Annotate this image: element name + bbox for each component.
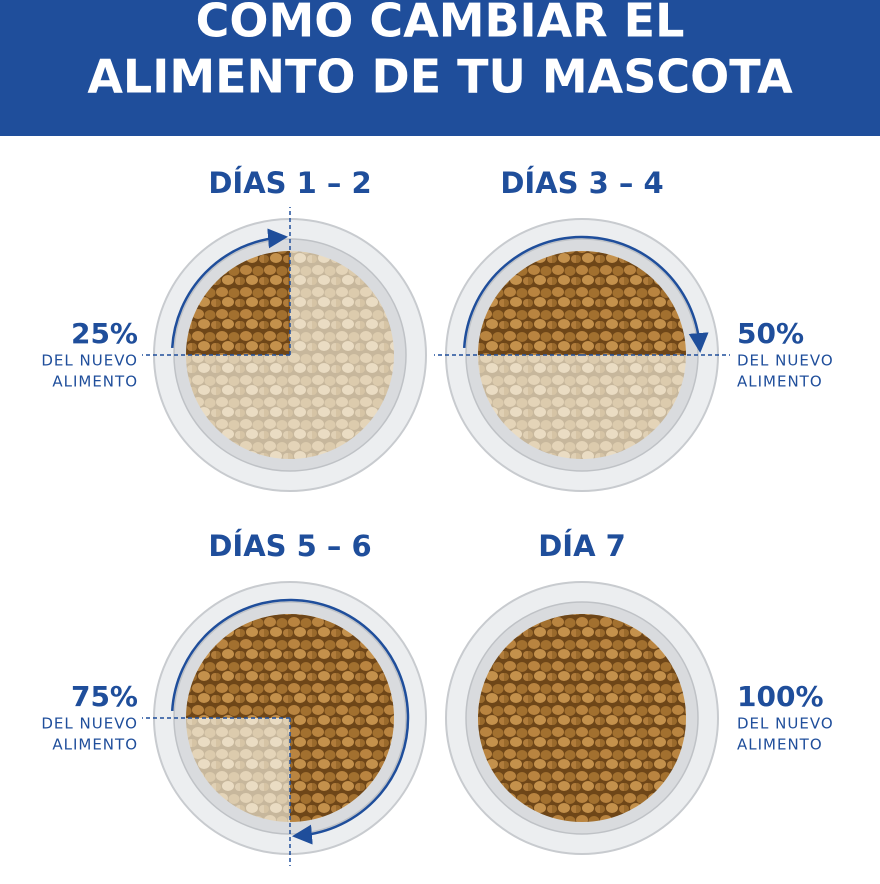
progress-arrow [170,598,410,845]
progress-arrow [462,235,709,354]
percent-label: 75% [71,680,138,713]
description: DEL NUEVO [41,715,138,733]
days-label: DÍA 7 [538,529,626,563]
percent-label: 25% [71,317,138,350]
percent-label: 50% [737,317,804,350]
description: DEL NUEVO [41,352,138,370]
days-label: DÍAS 1 – 2 [208,166,371,200]
description: ALIMENTO [737,373,823,391]
progress-arrow [170,228,289,348]
new-food [478,614,686,822]
description: ALIMENTO [52,373,138,391]
days-label: DÍAS 5 – 6 [208,529,371,563]
title-line: COMO CAMBIAR EL [196,0,685,48]
days-label: DÍAS 3 – 4 [500,166,663,200]
description: DEL NUEVO [737,352,834,370]
percent-label: 100% [737,680,824,713]
new-food [186,251,290,355]
description: ALIMENTO [737,736,823,754]
description: DEL NUEVO [737,715,834,733]
title-line: ALIMENTO DE TU MASCOTA [87,50,793,104]
header-band [0,0,880,136]
new-food [478,251,686,355]
description: ALIMENTO [52,736,138,754]
